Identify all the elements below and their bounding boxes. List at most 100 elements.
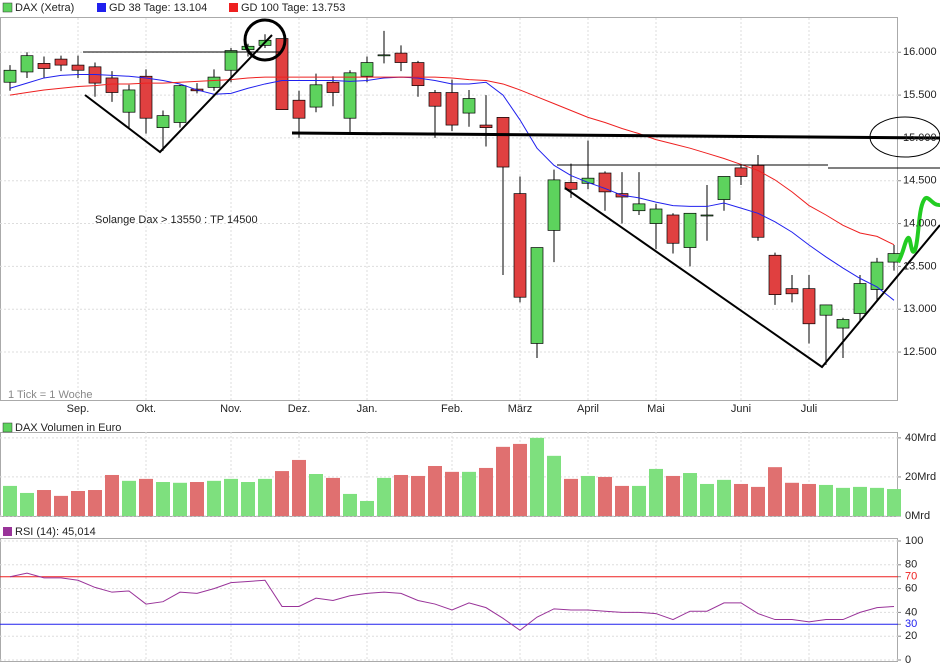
volume-bar (853, 486, 867, 516)
rsi-line (9, 572, 895, 631)
y-tick-label: 15.500 (903, 89, 937, 101)
legend-swatch (97, 3, 106, 12)
candle-body (394, 52, 408, 63)
candle-body (207, 76, 221, 88)
candle-body (666, 214, 680, 244)
candle-body (802, 288, 816, 325)
volume-bar (20, 492, 34, 516)
legend-swatch (229, 3, 238, 12)
volume-bar (139, 478, 153, 516)
candle-body (462, 98, 476, 114)
candle-body (785, 288, 799, 295)
candle-body (734, 167, 748, 177)
annotation: Solange Dax > 13550 : TP 14500 (95, 214, 258, 226)
x-tick-label: Juni (731, 403, 751, 415)
volume-bar (292, 459, 306, 516)
y-tick-label: 60 (905, 583, 917, 595)
volume-bar (122, 480, 136, 516)
candle-body (326, 81, 340, 93)
volume-bar (428, 465, 442, 516)
legend-label: RSI (14): 45,014 (15, 526, 96, 538)
candle-body (632, 203, 646, 212)
volume-bar (819, 484, 833, 516)
volume-bar (88, 490, 102, 516)
candle-body (428, 92, 442, 107)
candle-body (105, 77, 119, 93)
candle-body (173, 85, 187, 123)
y-tick-label: 80 (905, 559, 917, 571)
candle-body (598, 172, 612, 193)
volume-bar (802, 483, 816, 516)
volume-bar (156, 482, 170, 516)
volume-bar (54, 495, 68, 516)
candle-body (224, 50, 238, 71)
candle-body (343, 72, 357, 119)
y-tick-label: 40Mrd (905, 432, 936, 444)
volume-bar (683, 473, 697, 516)
volume-bar (547, 455, 561, 516)
volume-bar (649, 468, 663, 516)
volume-bar (598, 476, 612, 516)
volume-bar (224, 478, 238, 516)
candle-body (139, 75, 153, 119)
y-tick-label: 14.000 (903, 217, 937, 229)
volume-bar (462, 471, 476, 516)
x-tick-label: Jan. (357, 403, 378, 415)
candle-body (564, 182, 578, 190)
y-tick-label: 100 (905, 535, 923, 547)
candle-body (411, 62, 425, 87)
volume-bar (360, 500, 374, 516)
drawn-overlays (83, 18, 940, 369)
y-tick-label: 70 (905, 571, 917, 583)
candle-body (20, 55, 34, 73)
legend-swatch (3, 527, 12, 536)
volume-bar (887, 489, 901, 516)
volume-bar (870, 487, 884, 516)
volume-bar (3, 485, 17, 516)
volume-bar (785, 482, 799, 516)
y-tick-label: 30 (905, 618, 917, 630)
candle-body (870, 261, 884, 290)
candle-body (819, 304, 833, 316)
y-tick-label: 0 (905, 654, 911, 666)
volume-bar (275, 471, 289, 516)
volume-bar (700, 483, 714, 516)
candle-body (717, 176, 731, 200)
y-tick-label: 12.500 (903, 346, 937, 358)
candle-body (156, 115, 170, 128)
candle-body (496, 117, 510, 168)
volume-bar (326, 477, 340, 516)
candle-body (530, 247, 544, 344)
volume-bar (190, 482, 204, 516)
candle-body (547, 179, 561, 231)
candle-body (3, 69, 17, 83)
legend: DAX (Xetra) GD 38 Tage: 13.104 GD 100 Ta… (2, 2, 345, 538)
volume-bar (496, 446, 510, 516)
y-tick-label: 13.500 (903, 260, 937, 272)
volume-bar (37, 490, 51, 516)
support-line (291, 131, 940, 140)
legend-label: GD 100 Tage: 13.753 (241, 2, 345, 14)
y-tick-label: 0Mrd (905, 510, 930, 522)
volume-bar (530, 437, 544, 516)
trend-line (84, 34, 273, 154)
candle-body (683, 212, 697, 248)
volume-bar (751, 486, 765, 516)
highlight-circle (243, 18, 287, 62)
candle-body (54, 58, 68, 66)
x-tick-label: Okt. (136, 403, 156, 415)
legend-label: DAX (Xetra) (15, 2, 74, 14)
candle-body (836, 319, 850, 329)
y-tick-label: 15.000 (903, 132, 937, 144)
x-tick-label: März (508, 403, 532, 415)
volume-bar (717, 479, 731, 516)
y-tick-label: 40 (905, 606, 917, 618)
volume-bar (666, 475, 680, 516)
volume-bar (241, 482, 255, 516)
volume-bar (173, 482, 187, 516)
volume-bar (615, 485, 629, 516)
volume-bar (394, 474, 408, 516)
y-tick-label: 14.500 (903, 175, 937, 187)
volume-bar (411, 475, 425, 516)
volume-bar (258, 478, 272, 516)
